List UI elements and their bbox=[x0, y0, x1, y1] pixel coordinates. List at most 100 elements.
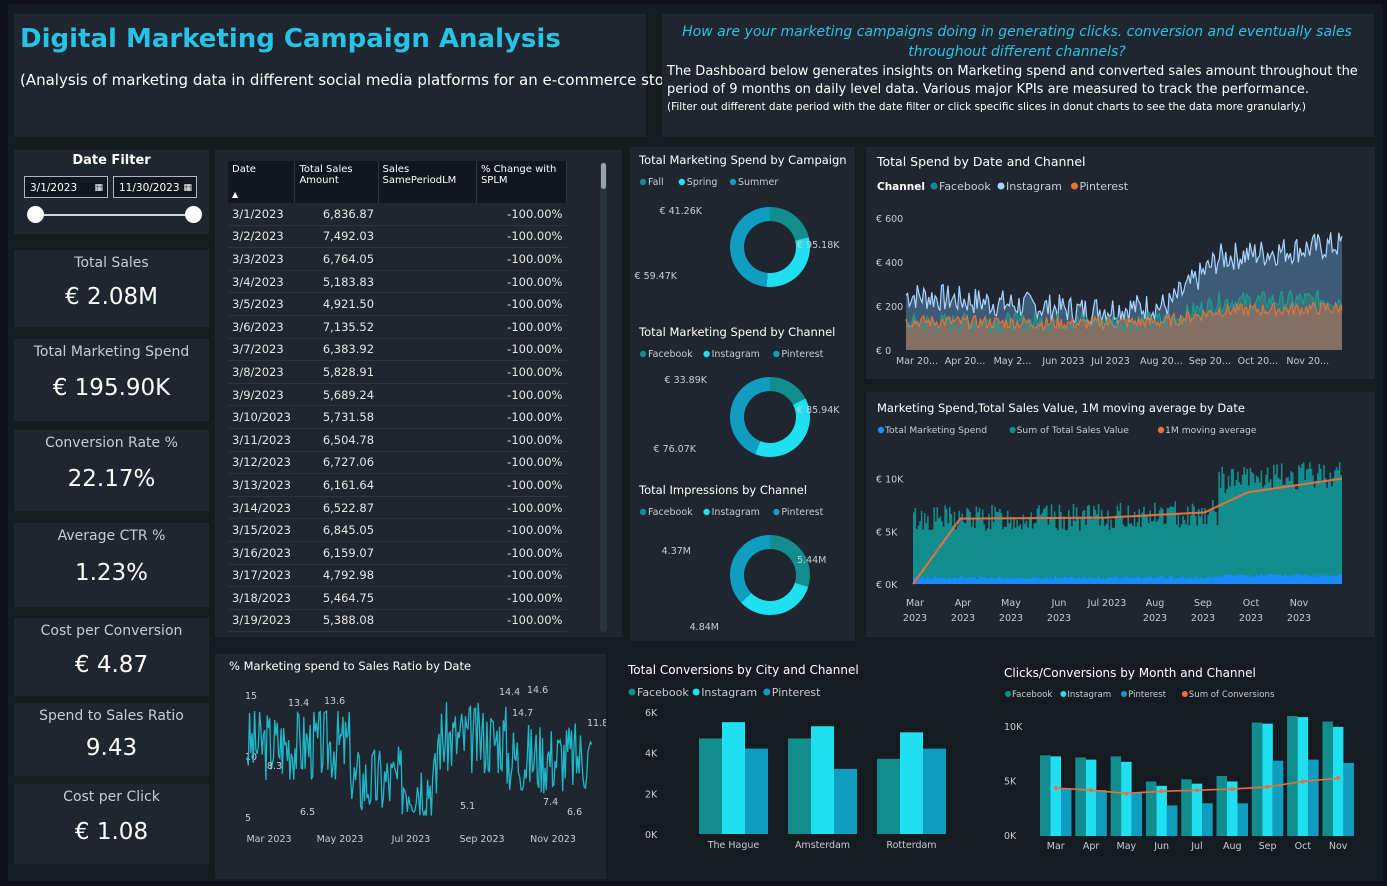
date-slider-track[interactable] bbox=[36, 214, 194, 216]
table-row[interactable]: 3/10/2023 5,731.58 -100.00% bbox=[228, 405, 567, 429]
legend-item[interactable]: 1M moving average bbox=[1165, 425, 1257, 436]
legend-item[interactable]: Instagram bbox=[712, 507, 760, 518]
bar[interactable] bbox=[1227, 781, 1238, 836]
bar[interactable] bbox=[900, 732, 923, 834]
conversions-point[interactable] bbox=[1265, 784, 1270, 789]
legend-item[interactable]: Pinterest bbox=[781, 349, 823, 360]
bar[interactable] bbox=[722, 722, 745, 834]
legend-item[interactable]: Total Marketing Spend bbox=[884, 425, 987, 436]
table-row[interactable]: 3/12/2023 6,727.06 -100.00% bbox=[228, 451, 567, 475]
bar[interactable] bbox=[788, 738, 811, 834]
end-date-input[interactable]: 11/30/2023 ▦ bbox=[113, 176, 197, 198]
bar[interactable] bbox=[1075, 757, 1086, 836]
legend-item[interactable]: Pinterest bbox=[772, 686, 821, 699]
spend-sales-moving-average-chart[interactable]: Marketing Spend,Total Sales Value, 1M mo… bbox=[866, 392, 1375, 637]
legend-item[interactable]: Facebook bbox=[637, 686, 689, 699]
table-row[interactable]: 3/11/2023 6,504.78 -100.00% bbox=[228, 428, 567, 452]
donut-charts[interactable]: Total Marketing Spend by Campaign Fall Spr… bbox=[630, 147, 855, 641]
bar[interactable] bbox=[1202, 803, 1213, 836]
conversions-point[interactable] bbox=[1159, 789, 1164, 794]
bar[interactable] bbox=[1181, 779, 1192, 836]
bar[interactable] bbox=[1121, 761, 1132, 836]
pinterest-area[interactable] bbox=[906, 302, 1342, 350]
legend-item[interactable]: Spring bbox=[687, 177, 718, 188]
legend-item[interactable]: Fall bbox=[648, 177, 664, 188]
table-row[interactable]: 3/8/2023 5,828.91 -100.00% bbox=[228, 360, 567, 384]
donut-chart[interactable]: Total Marketing Spend by Campaign Fall Spr… bbox=[635, 153, 847, 287]
donut-chart[interactable]: Total Marketing Spend by Channel Facebook… bbox=[638, 325, 840, 458]
legend-item[interactable]: Facebook bbox=[648, 507, 693, 518]
bar[interactable] bbox=[1343, 762, 1354, 836]
legend-item[interactable]: Facebook bbox=[1012, 690, 1052, 700]
table-row[interactable]: 3/1/2023 6,836.87 -100.00% bbox=[228, 203, 567, 226]
conversions-point[interactable] bbox=[1230, 787, 1235, 792]
bar[interactable] bbox=[1191, 783, 1203, 836]
legend-item[interactable]: Facebook bbox=[939, 180, 991, 193]
bar[interactable] bbox=[1237, 803, 1249, 836]
bar[interactable] bbox=[1096, 790, 1107, 836]
bar[interactable] bbox=[834, 768, 857, 834]
date-slider-start-handle[interactable] bbox=[27, 206, 44, 223]
bar[interactable] bbox=[1297, 717, 1309, 836]
date-slider-end-handle[interactable] bbox=[185, 206, 202, 223]
column-header[interactable]: Sales SamePeriodLM bbox=[378, 161, 477, 203]
donut-slice[interactable] bbox=[729, 207, 770, 287]
table-scrollbar-thumb[interactable] bbox=[601, 163, 606, 189]
table-row[interactable]: 3/18/2023 5,464.75 -100.00% bbox=[228, 586, 567, 610]
bar[interactable] bbox=[1131, 792, 1143, 836]
calendar-icon[interactable]: ▦ bbox=[183, 183, 192, 193]
column-header[interactable]: Date bbox=[228, 161, 296, 203]
legend-item[interactable]: Summer bbox=[738, 177, 778, 188]
table-row[interactable]: 3/19/2023 5,388.08 -100.00% bbox=[228, 609, 567, 633]
conversions-point[interactable] bbox=[1194, 788, 1199, 793]
bar[interactable] bbox=[745, 748, 768, 834]
donut-slice[interactable] bbox=[770, 207, 809, 241]
table-row[interactable]: 3/7/2023 6,383.92 -100.00% bbox=[228, 338, 567, 362]
donut-slice[interactable] bbox=[754, 398, 810, 458]
bar[interactable] bbox=[1332, 726, 1344, 836]
table-row[interactable]: 3/2/2023 7,492.03 -100.00% bbox=[228, 225, 567, 249]
bar[interactable] bbox=[1110, 756, 1122, 836]
bar[interactable] bbox=[1040, 755, 1051, 836]
legend-item[interactable]: Instagram bbox=[1006, 180, 1062, 193]
bar[interactable] bbox=[1050, 756, 1062, 836]
table-row[interactable]: 3/15/2023 6,845.05 -100.00% bbox=[228, 518, 567, 542]
bar[interactable] bbox=[1216, 776, 1228, 836]
sort-arrow-icon[interactable]: ▲ bbox=[232, 190, 239, 199]
conversions-by-city-chart[interactable]: Total Conversions by City and Channel Fac… bbox=[615, 654, 970, 879]
pinterest-line[interactable] bbox=[905, 301, 1343, 332]
table-row[interactable]: 3/4/2023 5,183.83 -100.00% bbox=[228, 270, 567, 294]
legend-item[interactable]: Instagram bbox=[712, 349, 760, 360]
bar[interactable] bbox=[1262, 723, 1273, 836]
legend-item[interactable]: Pinterest bbox=[781, 507, 823, 518]
bar[interactable] bbox=[811, 726, 834, 834]
table-row[interactable]: 3/17/2023 4,792.98 -100.00% bbox=[228, 564, 567, 588]
start-date-input[interactable]: 3/1/2023 ▦ bbox=[24, 176, 108, 198]
table-row[interactable]: 3/9/2023 5,689.24 -100.00% bbox=[228, 383, 567, 407]
legend-item[interactable]: Instagram bbox=[701, 686, 757, 699]
column-header[interactable]: Total Sales Amount bbox=[294, 161, 379, 203]
legend-item[interactable]: Sum of Conversions bbox=[1189, 690, 1275, 700]
bar[interactable] bbox=[1272, 760, 1284, 836]
table-row[interactable]: 3/14/2023 6,522.87 -100.00% bbox=[228, 496, 567, 520]
column-header[interactable]: % Change with SPLM bbox=[476, 161, 568, 203]
bar[interactable] bbox=[1156, 785, 1167, 836]
legend-item[interactable]: Sum of Total Sales Value bbox=[1017, 425, 1130, 436]
donut-slice[interactable] bbox=[766, 237, 810, 287]
bar[interactable] bbox=[1287, 716, 1298, 836]
bar[interactable] bbox=[1251, 722, 1263, 836]
legend-item[interactable]: Pinterest bbox=[1080, 180, 1129, 193]
legend-item[interactable]: Pinterest bbox=[1128, 690, 1167, 700]
bar[interactable] bbox=[1145, 781, 1157, 836]
legend-item[interactable]: Facebook bbox=[648, 349, 693, 360]
conversions-point[interactable] bbox=[1300, 779, 1305, 784]
donut-slice[interactable] bbox=[770, 377, 806, 405]
spend-bars[interactable] bbox=[913, 574, 1342, 584]
clicks-conversions-by-month-chart[interactable]: Clicks/Conversions by Month and Channel F… bbox=[990, 654, 1375, 879]
sales-bars[interactable] bbox=[913, 462, 1342, 584]
bar[interactable] bbox=[877, 758, 900, 834]
donut-slice[interactable] bbox=[730, 535, 770, 603]
donut-slice[interactable] bbox=[729, 377, 770, 455]
bar[interactable] bbox=[1166, 805, 1178, 836]
calendar-icon[interactable]: ▦ bbox=[94, 183, 103, 193]
